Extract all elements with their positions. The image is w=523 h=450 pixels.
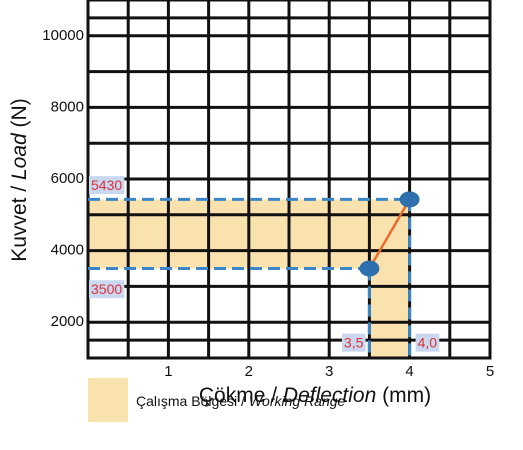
x-axis-label: Çökme / Deflection (mm) <box>199 384 431 407</box>
y-label-part: (N) <box>8 98 31 133</box>
y-tick-label: 6000 <box>51 170 84 187</box>
legend-part: Working Range <box>249 393 346 409</box>
label-box <box>415 333 440 352</box>
value-label: 5430 <box>91 177 122 193</box>
x-label-part: Çökme / <box>199 384 283 407</box>
y-tick-label: 2000 <box>51 313 84 330</box>
label-box <box>89 280 125 299</box>
x-tick-label: 1 <box>164 363 172 380</box>
legend-label: Çalışma Bölgesi / Working Range <box>136 393 346 409</box>
point <box>399 191 420 208</box>
label-box <box>341 333 366 352</box>
y-label-part: Kuvvet / <box>8 180 31 262</box>
x-label-part: Deflection <box>283 384 376 407</box>
x-tick-label: 4 <box>405 363 413 380</box>
label-box <box>89 176 125 195</box>
x-tick-label: 5 <box>486 363 494 380</box>
point <box>359 260 380 277</box>
y-tick-label: 10000 <box>42 27 84 44</box>
value-label: 3,5 <box>344 335 364 351</box>
y-tick-label: 8000 <box>51 98 84 115</box>
y-label-part: Load <box>8 132 31 180</box>
y-axis-label: Kuvvet / Load (N) <box>8 98 31 261</box>
range-line <box>368 198 411 270</box>
x-tick-label: 3 <box>325 363 333 380</box>
legend-swatch <box>88 378 128 422</box>
working-range-column <box>369 268 410 358</box>
y-tick-label: 4000 <box>51 242 84 259</box>
x-label-part: (mm) <box>376 384 431 407</box>
value-label: 3500 <box>91 281 122 297</box>
legend-part: Çalışma Bölgesi / <box>136 393 249 409</box>
value-label: 4,0 <box>418 335 438 351</box>
x-tick-label: 2 <box>245 363 253 380</box>
